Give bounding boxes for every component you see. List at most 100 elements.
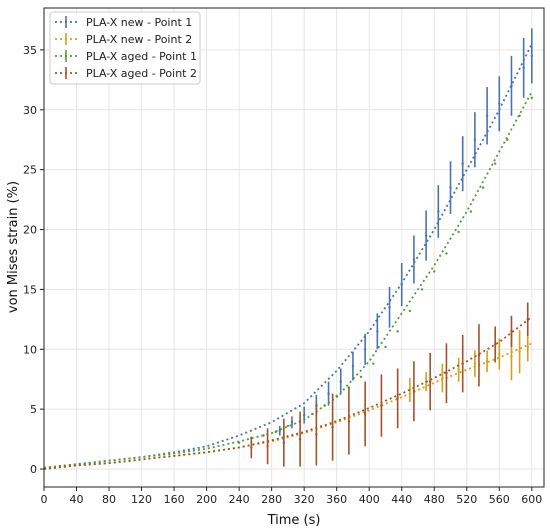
data-point	[428, 380, 432, 383]
data-point	[359, 375, 363, 379]
x-tick-label: 200	[196, 493, 217, 506]
data-point	[510, 84, 513, 88]
legend-label: PLA-X new - Point 1	[86, 16, 192, 29]
x-tick-label: 320	[294, 493, 315, 506]
y-tick-label: 25	[23, 164, 37, 177]
data-point	[311, 412, 314, 416]
data-point	[522, 66, 525, 70]
data-point	[473, 138, 477, 141]
x-tick-label: 600	[521, 493, 542, 506]
data-point	[262, 434, 265, 437]
data-point	[363, 348, 367, 351]
data-point	[347, 419, 351, 423]
y-tick-label: 20	[23, 224, 37, 237]
data-point	[339, 380, 342, 383]
data-point	[331, 425, 334, 429]
x-tick-label: 40	[70, 493, 84, 506]
x-tick-label: 360	[326, 493, 347, 506]
legend-box	[49, 11, 201, 85]
y-tick-label: 5	[30, 403, 37, 416]
data-point	[481, 186, 485, 189]
data-point	[286, 424, 290, 428]
series-fit-line	[43, 316, 533, 470]
data-point	[372, 362, 375, 365]
data-point	[506, 138, 509, 141]
x-tick-label: 520	[456, 493, 477, 506]
data-point	[526, 345, 529, 349]
data-point	[449, 186, 452, 189]
data-point	[498, 352, 501, 356]
data-point	[396, 397, 399, 400]
data-point	[420, 288, 424, 291]
legend-entry-4: PLA-X aged - Point 2	[55, 67, 197, 80]
data-point	[461, 362, 464, 365]
legend-label: PLA-X new - Point 2	[86, 33, 192, 46]
legend-label: PLA-X aged - Point 1	[86, 50, 197, 63]
x-axis-title: Time (s)	[267, 513, 321, 528]
data-point	[237, 441, 241, 444]
data-point	[485, 114, 489, 117]
y-tick-label: 35	[23, 44, 37, 57]
data-point	[457, 368, 460, 371]
data-point	[518, 114, 521, 117]
series-fit-line	[43, 91, 533, 469]
data-point	[266, 445, 269, 448]
data-point	[315, 433, 318, 436]
data-point	[412, 258, 416, 261]
data-point	[457, 230, 460, 234]
data-point	[494, 162, 497, 165]
x-tick-label: 160	[164, 493, 185, 506]
data-point	[384, 345, 387, 349]
y-tick-label: 0	[30, 463, 37, 476]
legend-label: PLA-X aged - Point 2	[86, 67, 197, 80]
data-point	[445, 372, 448, 375]
data-point	[335, 394, 338, 398]
data-point	[510, 355, 513, 358]
data-point	[388, 306, 391, 309]
data-point	[477, 354, 481, 357]
series-3	[43, 91, 534, 469]
y-tick-label: 10	[23, 343, 37, 356]
data-point	[278, 429, 281, 432]
data-point	[437, 210, 440, 213]
legend-entry-3: PLA-X aged - Point 1	[55, 50, 197, 63]
data-point	[510, 330, 513, 333]
x-tick-label: 0	[41, 493, 48, 506]
series-4	[43, 302, 533, 470]
x-tick-label: 120	[131, 493, 152, 506]
x-tick-label: 280	[261, 493, 282, 506]
data-point	[351, 364, 355, 368]
data-point	[408, 309, 412, 313]
data-point	[526, 318, 529, 321]
data-point	[274, 430, 277, 434]
data-point	[323, 404, 326, 407]
data-point	[380, 404, 383, 407]
y-tick-label: 15	[23, 283, 37, 296]
data-point	[282, 441, 286, 444]
x-tick-label: 240	[229, 493, 250, 506]
data-point	[469, 210, 473, 213]
data-point	[518, 350, 521, 353]
data-point	[327, 392, 330, 395]
legend-entry-1: PLA-X new - Point 1	[55, 16, 192, 29]
x-tick-label: 480	[424, 493, 445, 506]
data-point	[441, 376, 444, 380]
series-1	[43, 28, 534, 469]
data-point	[461, 162, 464, 165]
x-tick-label: 440	[391, 493, 412, 506]
data-point	[396, 330, 399, 333]
data-point	[485, 360, 489, 363]
y-axis-title: von Mises strain (%)	[6, 181, 21, 313]
data-point	[498, 102, 501, 106]
data-point	[298, 437, 302, 441]
x-tick-label: 400	[359, 493, 380, 506]
legend: PLA-X new - Point 1 PLA-X new - Point 2 PL…	[49, 11, 201, 85]
data-point	[530, 54, 534, 58]
plot-area	[43, 28, 534, 470]
axes-frame	[43, 7, 545, 488]
series-2	[43, 330, 533, 470]
y-tick-label: 30	[23, 104, 37, 117]
y-axis-ticks: 0 5 10 15 20 25 30 35	[23, 44, 44, 476]
data-point	[400, 283, 403, 286]
